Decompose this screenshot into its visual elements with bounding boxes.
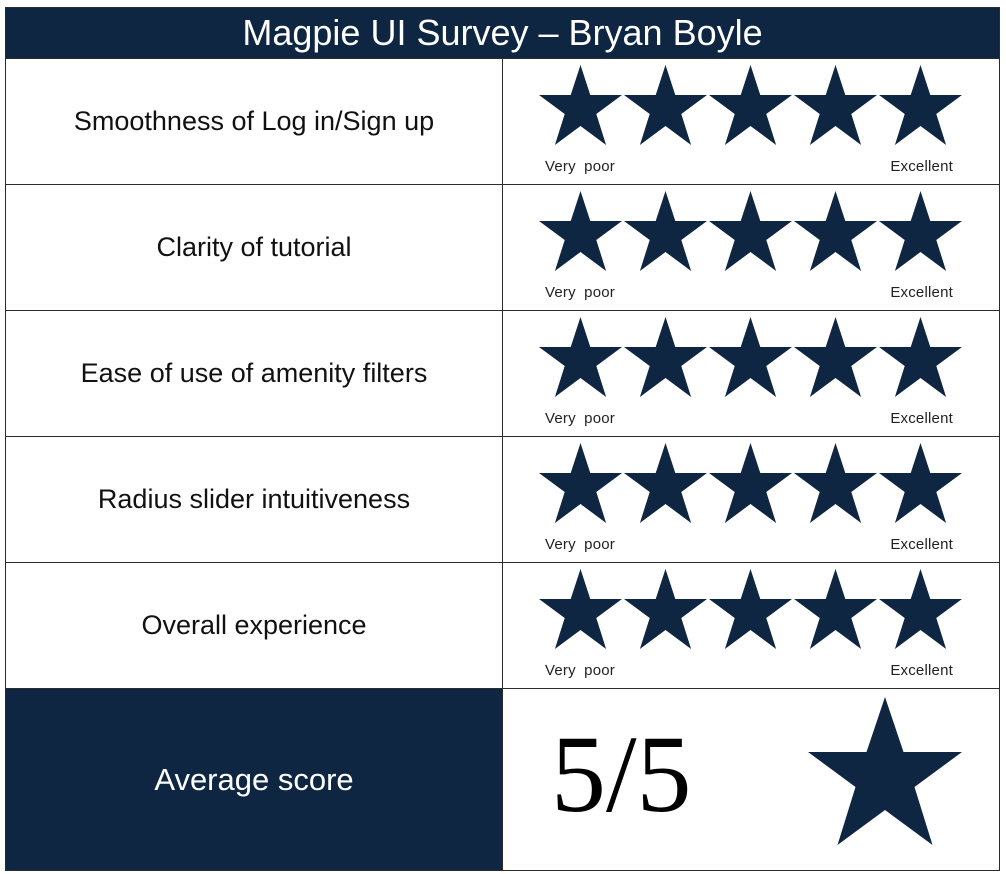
survey-table: Magpie UI Survey – Bryan Boyle Smoothnes… xyxy=(5,7,1000,871)
rating-cell: Very poor Excellent xyxy=(502,58,1000,185)
scale-high-label: Excellent xyxy=(890,158,953,175)
star-icon[interactable] xyxy=(623,568,708,652)
question-row: Radius slider intuitiveness Very poor Ex… xyxy=(5,436,1000,563)
star-icon[interactable] xyxy=(793,568,878,652)
question-label: Radius slider intuitiveness xyxy=(5,436,503,563)
title-row: Magpie UI Survey – Bryan Boyle xyxy=(5,7,1000,59)
average-cell: 5/5 xyxy=(502,688,1000,871)
star-icon xyxy=(808,697,962,845)
star-icon[interactable] xyxy=(878,316,963,400)
star-icon[interactable] xyxy=(538,316,623,400)
star-icon[interactable] xyxy=(623,64,708,148)
average-score: 5/5 xyxy=(551,713,692,835)
scale-high-label: Excellent xyxy=(890,284,953,301)
scale-low-label: Very poor xyxy=(545,284,616,301)
scale-low-label: Very poor xyxy=(545,662,616,679)
star-icon[interactable] xyxy=(538,64,623,148)
question-row: Ease of use of amenity filters Very poor… xyxy=(5,310,1000,437)
scale-low-label: Very poor xyxy=(545,158,616,175)
rating-cell: Very poor Excellent xyxy=(502,436,1000,563)
star-icon[interactable] xyxy=(538,568,623,652)
question-row: Smoothness of Log in/Sign up Very poor E… xyxy=(5,58,1000,185)
star-rating[interactable] xyxy=(538,568,963,652)
question-row: Overall experience Very poor Excellent xyxy=(5,562,1000,689)
star-icon[interactable] xyxy=(878,568,963,652)
star-icon[interactable] xyxy=(708,568,793,652)
scale-high-label: Excellent xyxy=(890,662,953,679)
star-icon[interactable] xyxy=(623,316,708,400)
star-rating[interactable] xyxy=(538,64,963,148)
question-label: Overall experience xyxy=(5,562,503,689)
question-label: Ease of use of amenity filters xyxy=(5,310,503,437)
rating-cell: Very poor Excellent xyxy=(502,562,1000,689)
star-icon[interactable] xyxy=(623,190,708,274)
star-icon[interactable] xyxy=(623,442,708,526)
scale-low-label: Very poor xyxy=(545,410,616,427)
survey-title: Magpie UI Survey – Bryan Boyle xyxy=(5,7,1000,59)
average-row: Average score 5/5 xyxy=(5,688,1000,871)
star-icon[interactable] xyxy=(708,316,793,400)
question-label: Clarity of tutorial xyxy=(5,184,503,311)
scale-high-label: Excellent xyxy=(890,410,953,427)
star-rating[interactable] xyxy=(538,442,963,526)
star-icon[interactable] xyxy=(708,442,793,526)
rating-cell: Very poor Excellent xyxy=(502,310,1000,437)
star-icon[interactable] xyxy=(708,64,793,148)
star-rating[interactable] xyxy=(538,316,963,400)
star-icon[interactable] xyxy=(793,190,878,274)
star-icon[interactable] xyxy=(708,190,793,274)
star-icon[interactable] xyxy=(538,190,623,274)
star-icon[interactable] xyxy=(538,442,623,526)
question-row: Clarity of tutorial Very poor Excellent xyxy=(5,184,1000,311)
star-icon[interactable] xyxy=(878,190,963,274)
star-icon[interactable] xyxy=(793,316,878,400)
star-icon[interactable] xyxy=(878,64,963,148)
star-rating[interactable] xyxy=(538,190,963,274)
star-icon[interactable] xyxy=(793,64,878,148)
average-label: Average score xyxy=(5,688,503,871)
star-icon[interactable] xyxy=(878,442,963,526)
question-label: Smoothness of Log in/Sign up xyxy=(5,58,503,185)
scale-low-label: Very poor xyxy=(545,536,616,553)
scale-high-label: Excellent xyxy=(890,536,953,553)
rating-cell: Very poor Excellent xyxy=(502,184,1000,311)
star-icon[interactable] xyxy=(793,442,878,526)
